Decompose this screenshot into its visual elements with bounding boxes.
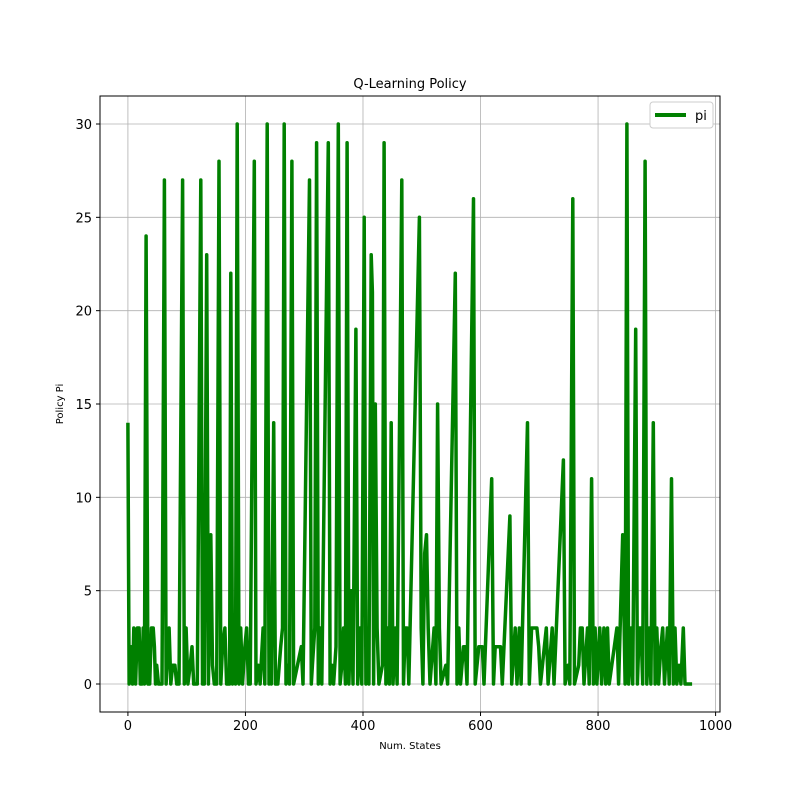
y-tick-label: 20 [75,305,92,320]
series-line-pi [126,122,693,686]
y-tick-label: 15 [75,398,92,413]
chart-title: Q-Learning Policy [353,77,467,92]
x-tick-label: 200 [233,719,258,734]
y-axis-ticks: 0 5 10 15 20 25 30 [75,118,100,693]
x-tick-label: 1000 [699,719,732,734]
series-layer [126,122,693,686]
x-axis-label: Num. States [379,741,441,752]
y-axis-label: Policy Pi [55,384,66,425]
y-tick-label: 0 [84,678,92,693]
y-tick-label: 25 [75,211,92,226]
x-tick-label: 0 [124,719,132,734]
y-tick-label: 10 [75,491,92,506]
x-tick-label: 800 [586,719,611,734]
x-axis-ticks: 0 200 400 600 800 1000 [124,712,732,734]
x-tick-label: 600 [468,719,493,734]
x-tick-label: 400 [351,719,376,734]
y-tick-label: 30 [75,118,92,133]
y-tick-label: 5 [84,585,92,600]
legend-label-pi: pi [695,109,707,124]
legend: pi [649,101,714,129]
